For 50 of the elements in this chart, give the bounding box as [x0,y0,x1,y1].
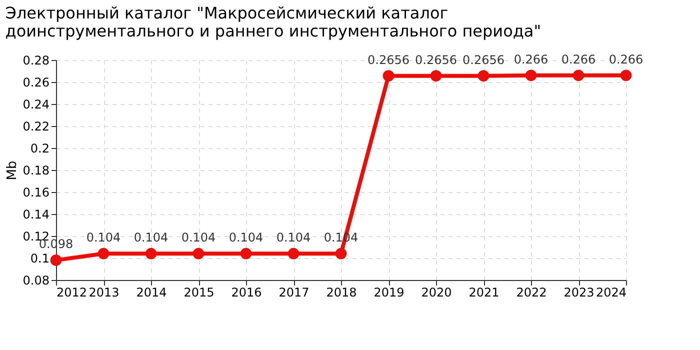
y-tick-label: 0.08 [22,274,50,288]
y-tick-label: 0.24 [22,98,50,112]
x-tick-label: 2018 [326,286,357,300]
point [335,248,347,260]
point [240,248,252,260]
text: Электронный каталог "Макросейсмический каталог [5,3,448,22]
point [478,70,490,82]
x-tick-label: 2014 [136,286,167,300]
point [192,248,204,260]
x-tick-label: 2022 [516,286,547,300]
y-tick-label: 0.1 [30,252,50,266]
point [620,70,632,82]
y-tick-label: 0.28 [22,54,50,68]
point [50,254,62,266]
point [98,248,110,260]
x-tick-label: 2015 [184,286,214,300]
data-label: 0.104 [181,230,216,245]
x-tick-label: 2021 [468,286,500,300]
point [430,70,442,82]
y-tick-label: 0.22 [22,120,50,134]
y-tick-label: 0.26 [22,76,50,90]
x-tick-label: 2016 [231,286,262,300]
data-label: 0.2656 [415,52,457,67]
y-tick-label: 0.18 [22,164,50,178]
y-axis-title: Mb [4,160,20,180]
data-label: 0.266 [561,52,596,66]
data-label: 0.2656 [368,52,410,67]
x-tick-label: 2019 [374,286,404,300]
point [525,70,537,82]
x-tick-label: 2012 [56,286,88,300]
y-tick-label: 0.2 [30,142,50,156]
data-label: 0.266 [514,52,548,66]
text: доинструментального и раннего инструментального периода" [5,21,542,40]
y-tick-label: 0.16 [22,186,50,200]
x-tick-label: 2024 [596,286,626,300]
data-label: 0.104 [86,230,121,245]
x-tick-label: 2020 [421,286,452,300]
x-tick-label: 2017 [278,286,310,300]
data-label: 0.104 [228,230,264,245]
point [288,248,300,260]
point [382,70,394,82]
y-tick-label: 0.14 [22,208,50,222]
data-label: 0.2656 [462,52,504,67]
x-tick-label: 2023 [564,286,594,300]
x-tick-label: 2013 [88,286,120,300]
data-label: 0.266 [608,52,644,66]
data-label: 0.104 [134,230,168,245]
point [572,70,584,82]
point [145,248,157,260]
data-label: 0.104 [276,230,311,245]
